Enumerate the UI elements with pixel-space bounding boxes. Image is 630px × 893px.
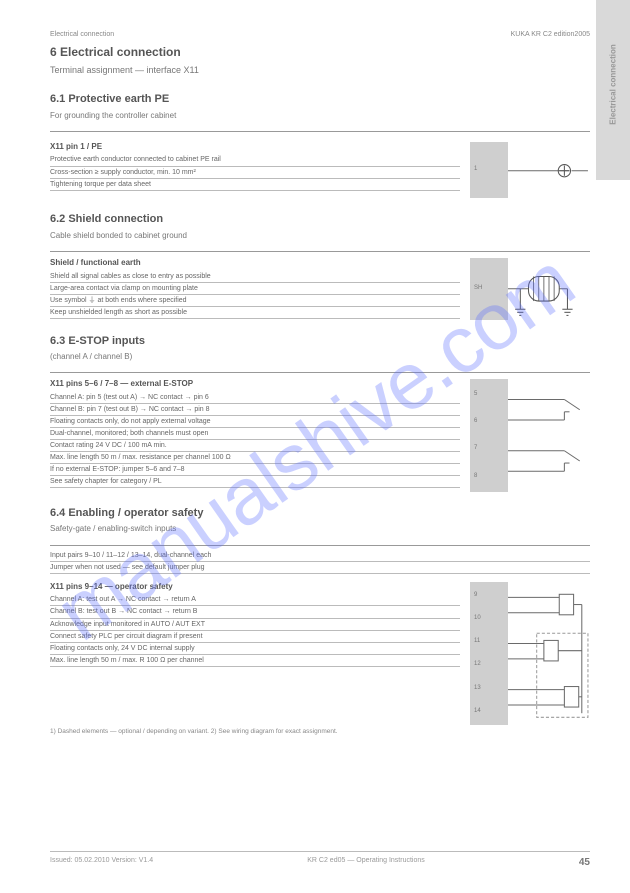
- term-line: Max. line length 50 m / max. resistance …: [50, 452, 460, 464]
- header-left: Electrical connection: [50, 30, 114, 39]
- term-lines: Protective earth conductor connected to …: [50, 154, 460, 190]
- term-lines: Shield all signal cables as close to ent…: [50, 271, 460, 319]
- term-line: If no external E-STOP: jumper 5–6 and 7–…: [50, 464, 460, 476]
- pin-label: 5: [472, 391, 506, 399]
- page-number: 45: [579, 856, 590, 869]
- term-label: X11 pin 1 / PE: [50, 142, 460, 152]
- pin-label: 1: [472, 166, 506, 174]
- pin-label: 7: [472, 445, 506, 453]
- term-line: Protective earth conductor connected to …: [50, 154, 460, 166]
- terminal-block-enable: X11 pins 9–14 — operator safety Channel …: [50, 576, 590, 726]
- pin-label: 11: [472, 638, 506, 646]
- term-line: Input pairs 9–10 / 11–12 / 13–14, dual-c…: [50, 550, 590, 562]
- term-line: Channel B: test out B → NC contact → ret…: [50, 606, 460, 618]
- section-title: 6.1 Protective earth PE: [50, 92, 590, 106]
- term-line: Use symbol ⏚ at both ends where specifie…: [50, 295, 460, 307]
- term-label: X11 pins 9–14 — operator safety: [50, 582, 460, 592]
- term-line: See safety chapter for category / PL: [50, 476, 460, 488]
- footer: Issued: 05.02.2010 Version: V1.4 KR C2 e…: [50, 851, 590, 869]
- terminal-strip: 9 10 11 12 13 14: [470, 582, 508, 726]
- term-line: Keep unshielded length as short as possi…: [50, 307, 460, 319]
- pin-label: 8: [472, 473, 506, 481]
- full-width-lines: Input pairs 9–10 / 11–12 / 13–14, dual-c…: [50, 550, 590, 574]
- diagram-col: 9 10 11 12 13 14: [470, 582, 590, 726]
- section-sub: For grounding the controller cabinet: [50, 111, 590, 121]
- term-line: Jumper when not used — see default jumpe…: [50, 562, 590, 574]
- term-line: Channel A: test out A → NC contact → ret…: [50, 594, 460, 606]
- term-line: Large-area contact via clamp on mounting…: [50, 283, 460, 295]
- term-line: Channel A: pin 5 (test out A) → NC conta…: [50, 392, 460, 404]
- term-line: Contact rating 24 V DC / 100 mA min.: [50, 440, 460, 452]
- term-line: Floating contacts only, 24 V DC internal…: [50, 643, 460, 655]
- pin-label: 10: [472, 615, 506, 623]
- diagram-col: SH: [470, 258, 590, 320]
- footer-center: KR C2 ed05 — Operating Instructions: [307, 856, 425, 869]
- term-label: Shield / functional earth: [50, 258, 460, 268]
- term-line: Shield all signal cables as close to ent…: [50, 271, 460, 283]
- term-line: Acknowledge input monitored in AUTO / AU…: [50, 619, 460, 631]
- header-right: KUKA KR C2 edition2005: [511, 30, 590, 39]
- pin-label: 9: [472, 592, 506, 600]
- terminal-strip: SH: [470, 258, 508, 320]
- divider: [50, 545, 590, 546]
- terminal-strip: 5 6 7 8: [470, 379, 508, 492]
- term-line: Cross-section ≥ supply conductor, min. 1…: [50, 167, 460, 179]
- diagram-col: 5 6 7 8: [470, 379, 590, 492]
- pin-label: 14: [472, 708, 506, 716]
- terminal-block-shield: Shield / functional earth Shield all sig…: [50, 251, 590, 320]
- estop-diagram: [508, 379, 590, 492]
- term-line: Floating contacts only, do not apply ext…: [50, 416, 460, 428]
- terminal-strip: 1: [470, 142, 508, 198]
- shield-diagram: [508, 258, 590, 320]
- term-lines: Channel A: pin 5 (test out A) → NC conta…: [50, 392, 460, 489]
- divider: [50, 131, 590, 132]
- page-subtitle: Terminal assignment — interface X11: [50, 65, 590, 77]
- pin-label: 6: [472, 418, 506, 426]
- pin-label: 12: [472, 661, 506, 669]
- section-title: 6.4 Enabling / operator safety: [50, 506, 590, 520]
- section-title: 6.3 E-STOP inputs: [50, 334, 590, 348]
- pin-label: SH: [472, 285, 506, 293]
- pin-label: 13: [472, 685, 506, 693]
- section-title: 6.2 Shield connection: [50, 212, 590, 226]
- terminal-block-pe: X11 pin 1 / PE Protective earth conducto…: [50, 136, 590, 198]
- running-header: Electrical connection KUKA KR C2 edition…: [50, 30, 590, 39]
- enable-diagram: [508, 582, 590, 726]
- page-title: 6 Electrical connection: [50, 45, 590, 61]
- section-sub: Cable shield bonded to cabinet ground: [50, 231, 590, 241]
- page: Electrical connection KUKA KR C2 edition…: [0, 0, 630, 893]
- term-line: Connect safety PLC per circuit diagram i…: [50, 631, 460, 643]
- term-lines: Channel A: test out A → NC contact → ret…: [50, 594, 460, 667]
- term-line: Channel B: pin 7 (test out B) → NC conta…: [50, 404, 460, 416]
- footer-left: Issued: 05.02.2010 Version: V1.4: [50, 856, 153, 869]
- pe-diagram: [508, 142, 590, 198]
- terminal-block-estop: X11 pins 5–6 / 7–8 — external E-STOP Cha…: [50, 372, 590, 492]
- term-label: X11 pins 5–6 / 7–8 — external E-STOP: [50, 379, 460, 389]
- section-sub: (channel A / channel B): [50, 352, 590, 362]
- term-line: Tightening torque per data sheet: [50, 179, 460, 191]
- diagram-col: 1: [470, 142, 590, 198]
- term-line: Dual-channel, monitored; both channels m…: [50, 428, 460, 440]
- section-sub: Safety-gate / enabling-switch inputs: [50, 524, 590, 534]
- term-line: Max. line length 50 m / max. R 100 Ω per…: [50, 655, 460, 667]
- footnotes: 1) Dashed elements — optional / dependin…: [50, 728, 590, 736]
